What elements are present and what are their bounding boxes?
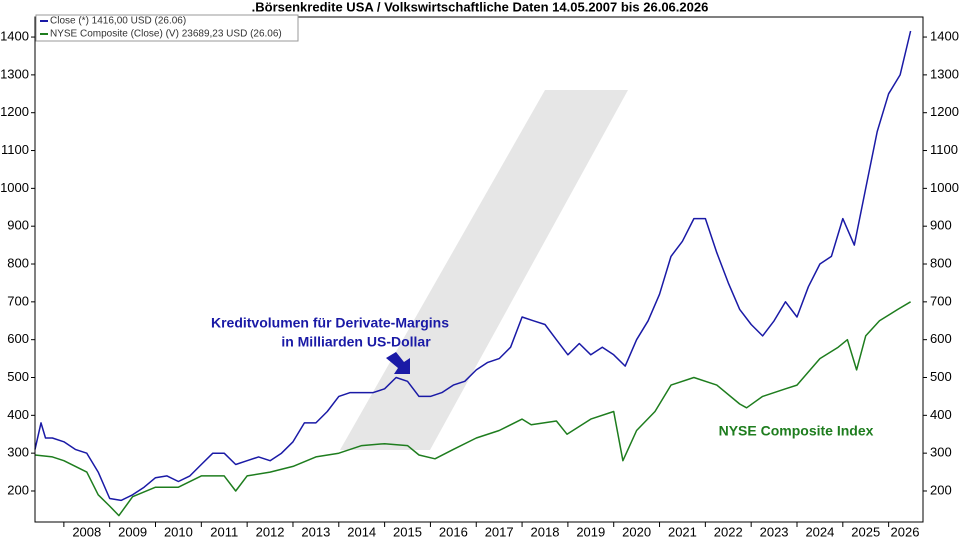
y2-tick-label: 400 <box>930 407 952 422</box>
y-tick-label: 500 <box>7 369 29 384</box>
x-tick-label: 2012 <box>256 524 285 539</box>
plot-frame <box>34 16 924 523</box>
x-tick-label: 2008 <box>72 524 101 539</box>
y-tick-label: 1100 <box>1 142 29 157</box>
y-tick-label: 1400 <box>0 28 29 43</box>
annotation: Kreditvolumen für Derivate-Margins <box>211 315 449 331</box>
arrow <box>386 352 410 374</box>
y2-tick-label: 1000 <box>930 180 959 195</box>
chart-title: .Börsenkredite USA / Volkswirtschaftlich… <box>252 0 709 14</box>
x-tick-label: 2021 <box>668 524 697 539</box>
x-tick-label: 2025 <box>851 524 880 539</box>
y2-tick-label: 900 <box>930 218 952 233</box>
y-tick-label: 200 <box>7 482 29 497</box>
legend <box>35 14 299 42</box>
x-tick-label: 2017 <box>485 524 514 539</box>
y-tick-label: 300 <box>7 445 29 460</box>
x-tick-label: 2026 <box>891 524 920 539</box>
x-tick-label: 2020 <box>622 524 651 539</box>
x-tick-label: 2010 <box>164 524 193 539</box>
watermark <box>340 90 628 450</box>
x-tick-label: 2015 <box>393 524 422 539</box>
y2-tick-label: 1200 <box>930 104 959 119</box>
y2-tick-label: 300 <box>930 445 952 460</box>
y-tick-label: 1200 <box>0 104 29 119</box>
x-tick-label: 2019 <box>576 524 605 539</box>
x-tick-label: 2011 <box>210 524 238 539</box>
y2-tick-label: 600 <box>930 331 952 346</box>
y2-tick-label: 1400 <box>930 28 959 43</box>
y-tick-label: 1000 <box>0 180 29 195</box>
y2-tick-label: 1300 <box>930 66 959 81</box>
y-tick-label: 1300 <box>0 66 29 81</box>
x-tick-label: 2023 <box>760 524 789 539</box>
y-tick-label: 700 <box>7 293 29 308</box>
y-tick-label: 900 <box>7 218 29 233</box>
y-tick-label: 400 <box>7 407 29 422</box>
legend-entry: Close (*) 1416,00 USD (26.06) <box>50 16 186 27</box>
y-tick-label: 600 <box>7 331 29 346</box>
series-line <box>34 30 912 502</box>
y-tick-label: 800 <box>7 255 29 270</box>
x-tick-label: 2022 <box>714 524 743 539</box>
annotation: NYSE Composite Index <box>719 423 874 439</box>
y2-tick-label: 800 <box>930 255 952 270</box>
y2-tick-label: 1100 <box>930 142 958 157</box>
x-tick-label: 2018 <box>531 524 560 539</box>
x-tick-label: 2009 <box>118 524 147 539</box>
plot-area <box>31 30 927 527</box>
annotation: in Milliarden US-Dollar <box>281 334 431 350</box>
y2-tick-label: 200 <box>930 482 952 497</box>
y2-tick-label: 500 <box>930 369 952 384</box>
x-tick-label: 2014 <box>347 524 376 539</box>
x-tick-label: 2016 <box>439 524 468 539</box>
y2-tick-label: 700 <box>930 293 952 308</box>
legend-entry: NYSE Composite (Close) (V) 23689,23 USD … <box>50 29 282 40</box>
x-tick-label: 2024 <box>805 524 834 539</box>
x-tick-label: 2013 <box>301 524 330 539</box>
series-line <box>34 301 911 517</box>
